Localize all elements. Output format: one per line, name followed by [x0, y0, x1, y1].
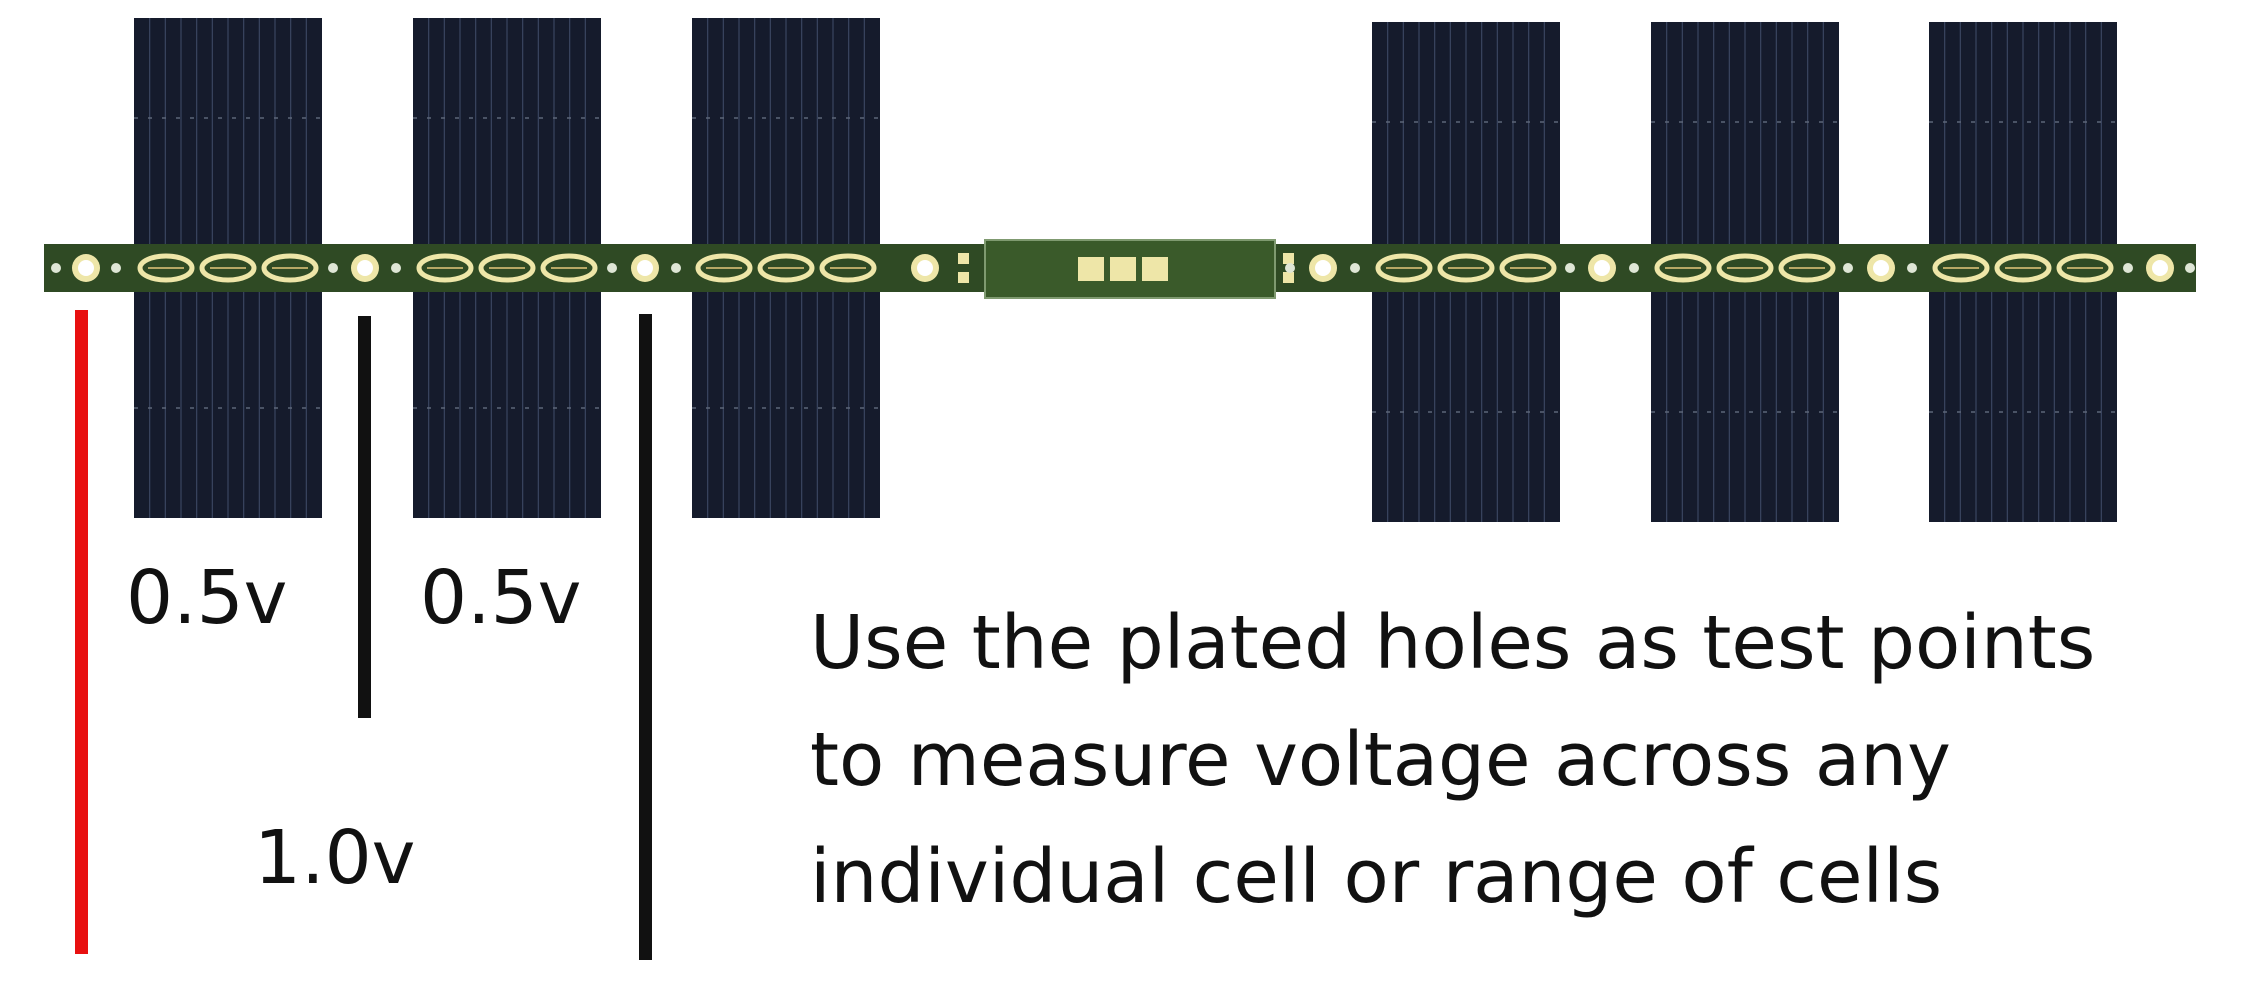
via-dot: [671, 263, 681, 273]
oval-solder-pad: [1437, 253, 1495, 283]
oval-solder-pad: [695, 253, 753, 283]
cell-pad-group: [1932, 253, 2114, 283]
cell-measure-bar: [358, 316, 371, 718]
square-pad: [1110, 257, 1136, 281]
hole-center: [78, 260, 94, 276]
small-pad: [1283, 272, 1294, 283]
via-dot: [111, 263, 121, 273]
square-pad: [1142, 257, 1168, 281]
plated-hole-icon: [72, 254, 100, 282]
small-pad: [1283, 253, 1294, 264]
hole-center: [2152, 260, 2168, 276]
plated-hole-icon: [351, 254, 379, 282]
hole-center: [917, 260, 933, 276]
cell-1-voltage-label: 0.5v: [126, 555, 288, 641]
hole-center: [1873, 260, 1889, 276]
plated-hole-icon: [1867, 254, 1895, 282]
hole-center: [1594, 260, 1610, 276]
via-dot: [1907, 263, 1917, 273]
oval-solder-pad: [1716, 253, 1774, 283]
hole-center: [1315, 260, 1331, 276]
hole-center: [357, 260, 373, 276]
oval-solder-pad: [819, 253, 877, 283]
cell-pad-group: [416, 253, 598, 283]
square-pad: [1078, 257, 1104, 281]
via-dot: [1350, 263, 1360, 273]
oval-solder-pad: [1375, 253, 1433, 283]
oval-solder-pad: [261, 253, 319, 283]
range-end-bar: [639, 314, 652, 960]
cell-pad-group: [1654, 253, 1836, 283]
via-dot: [607, 263, 617, 273]
small-pad: [958, 272, 969, 283]
note-line-2: to measure voltage across any: [810, 717, 1951, 803]
via-dot: [1843, 263, 1853, 273]
oval-solder-pad: [416, 253, 474, 283]
via-dot: [328, 263, 338, 273]
oval-solder-pad: [2056, 253, 2114, 283]
via-dot: [1285, 263, 1295, 273]
plated-hole-icon: [631, 254, 659, 282]
oval-solder-pad: [199, 253, 257, 283]
note-line-3: individual cell or range of cells: [810, 834, 1943, 920]
oval-solder-pad: [1932, 253, 1990, 283]
via-dot: [2185, 263, 2195, 273]
note-line-1: Use the plated holes as test points: [810, 600, 2096, 686]
oval-solder-pad: [1654, 253, 1712, 283]
oval-solder-pad: [1778, 253, 1836, 283]
oval-solder-pad: [137, 253, 195, 283]
oval-solder-pad: [478, 253, 536, 283]
plated-hole-icon: [1588, 254, 1616, 282]
plated-hole-icon: [1309, 254, 1337, 282]
cell-2-voltage-label: 0.5v: [420, 555, 582, 641]
small-pad: [958, 253, 969, 264]
range-voltage-label: 1.0v: [254, 815, 416, 901]
oval-solder-pad: [540, 253, 598, 283]
cell-pad-group: [1375, 253, 1557, 283]
via-dot: [391, 263, 401, 273]
cell-pad-group: [137, 253, 319, 283]
cell-pad-group: [695, 253, 877, 283]
oval-solder-pad: [757, 253, 815, 283]
oval-solder-pad: [1994, 253, 2052, 283]
via-dot: [51, 263, 61, 273]
oval-solder-pad: [1499, 253, 1557, 283]
via-dot: [1629, 263, 1639, 273]
plated-hole-icon: [2146, 254, 2174, 282]
via-dot: [2123, 263, 2133, 273]
via-dot: [1565, 263, 1575, 273]
plated-hole-icon: [911, 254, 939, 282]
hole-center: [637, 260, 653, 276]
instruction-note: Use the plated holes as test points to m…: [810, 585, 2095, 936]
range-measure-bar: [75, 310, 88, 954]
